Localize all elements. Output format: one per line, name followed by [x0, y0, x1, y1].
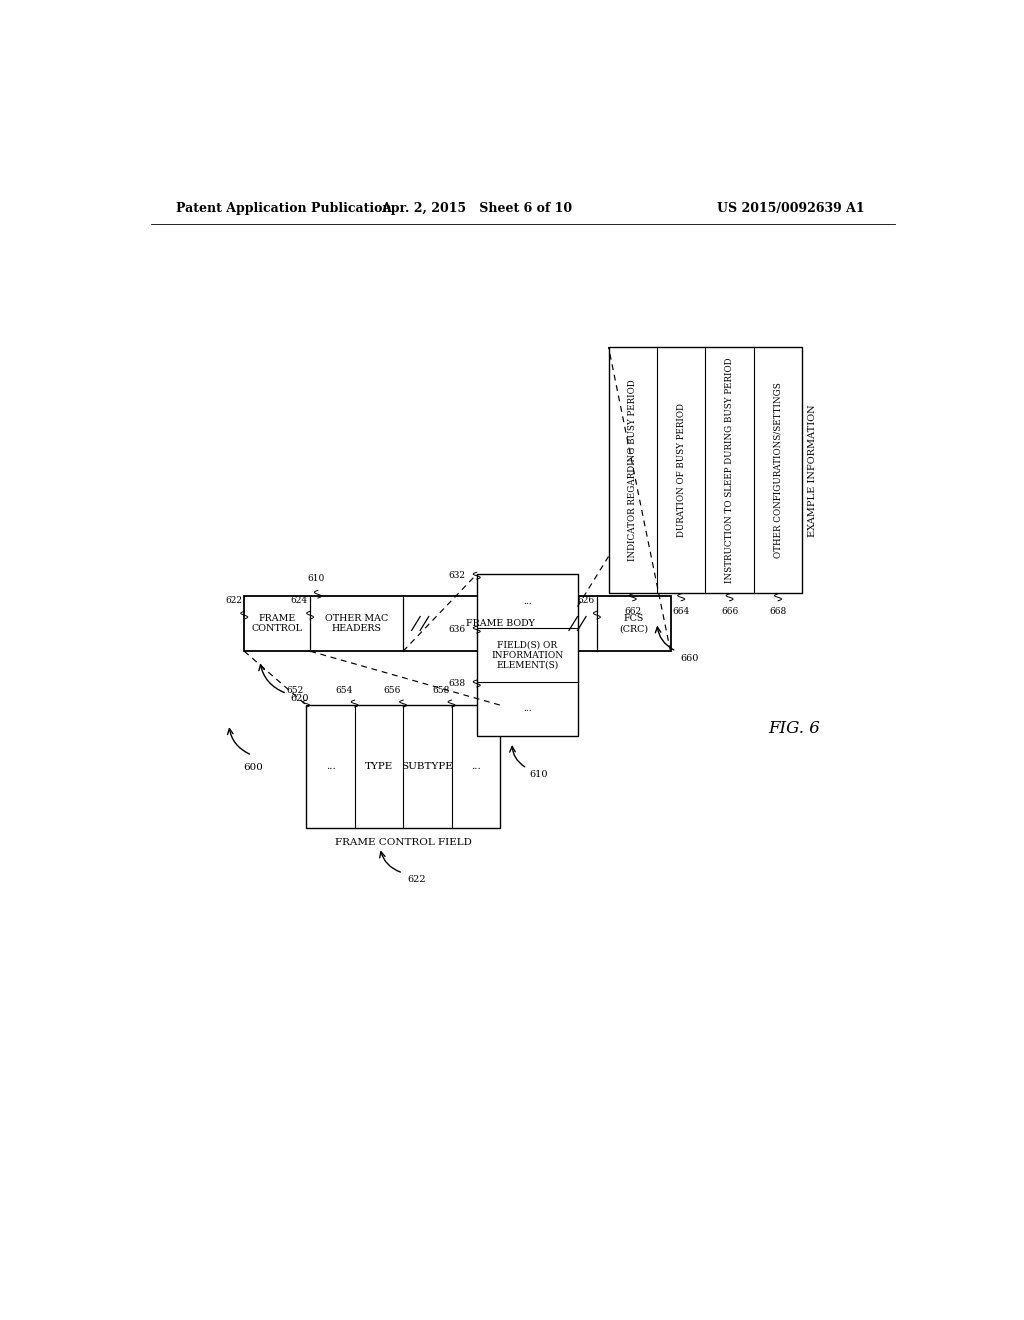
Text: EXAMPLE INFORMATION: EXAMPLE INFORMATION: [809, 404, 817, 536]
Text: 610: 610: [529, 770, 548, 779]
Text: INSTRUCTION TO SLEEP DURING BUSY PERIOD: INSTRUCTION TO SLEEP DURING BUSY PERIOD: [725, 358, 734, 583]
Bar: [608, 347, 802, 594]
Text: FIELD(S) OR
INFORMATION
ELEMENT(S): FIELD(S) OR INFORMATION ELEMENT(S): [492, 640, 563, 671]
Bar: [306, 705, 500, 829]
Text: 668: 668: [769, 607, 786, 616]
Text: FIG. 6: FIG. 6: [769, 719, 820, 737]
Bar: [245, 595, 671, 651]
Text: 636: 636: [449, 626, 465, 634]
Text: SUBTYPE: SUBTYPE: [401, 762, 454, 771]
Text: ...: ...: [523, 705, 531, 713]
Text: 658: 658: [432, 686, 450, 696]
Text: ...: ...: [326, 762, 335, 771]
Text: 666: 666: [721, 607, 738, 616]
Text: 660: 660: [680, 655, 698, 664]
Text: ...: ...: [523, 597, 531, 606]
Text: 638: 638: [449, 678, 465, 688]
Text: Apr. 2, 2015   Sheet 6 of 10: Apr. 2, 2015 Sheet 6 of 10: [381, 202, 572, 215]
Text: 654: 654: [335, 686, 352, 696]
Text: 600: 600: [244, 763, 263, 772]
Text: Patent Application Publication: Patent Application Publication: [176, 202, 391, 215]
Text: FRAME
CONTROL: FRAME CONTROL: [252, 614, 303, 634]
Text: 622: 622: [407, 875, 426, 883]
Text: ...: ...: [471, 762, 480, 771]
Text: 632: 632: [449, 572, 465, 581]
Text: FCS
(CRC): FCS (CRC): [620, 614, 648, 634]
Text: 662: 662: [625, 607, 641, 616]
Text: INDICATOR REGARDING BUSY PERIOD: INDICATOR REGARDING BUSY PERIOD: [628, 379, 637, 561]
Text: FRAME CONTROL FIELD: FRAME CONTROL FIELD: [335, 838, 472, 846]
Text: FRAME BODY: FRAME BODY: [466, 619, 535, 628]
Text: US 2015/0092639 A1: US 2015/0092639 A1: [717, 202, 864, 215]
Bar: [477, 574, 578, 737]
Text: DURATION OF BUSY PERIOD: DURATION OF BUSY PERIOD: [677, 404, 686, 537]
Text: 620: 620: [291, 694, 309, 704]
Text: 652: 652: [287, 686, 304, 696]
Text: 624: 624: [291, 597, 308, 605]
Text: 656: 656: [384, 686, 401, 696]
Text: 626: 626: [578, 597, 595, 605]
Text: 664: 664: [673, 607, 690, 616]
Text: OTHER MAC
HEADERS: OTHER MAC HEADERS: [325, 614, 388, 634]
Text: 610: 610: [307, 574, 325, 582]
Text: TYPE: TYPE: [365, 762, 393, 771]
Text: 622: 622: [225, 597, 242, 605]
Text: OTHER CONFIGURATIONS/SETTINGS: OTHER CONFIGURATIONS/SETTINGS: [773, 383, 782, 558]
